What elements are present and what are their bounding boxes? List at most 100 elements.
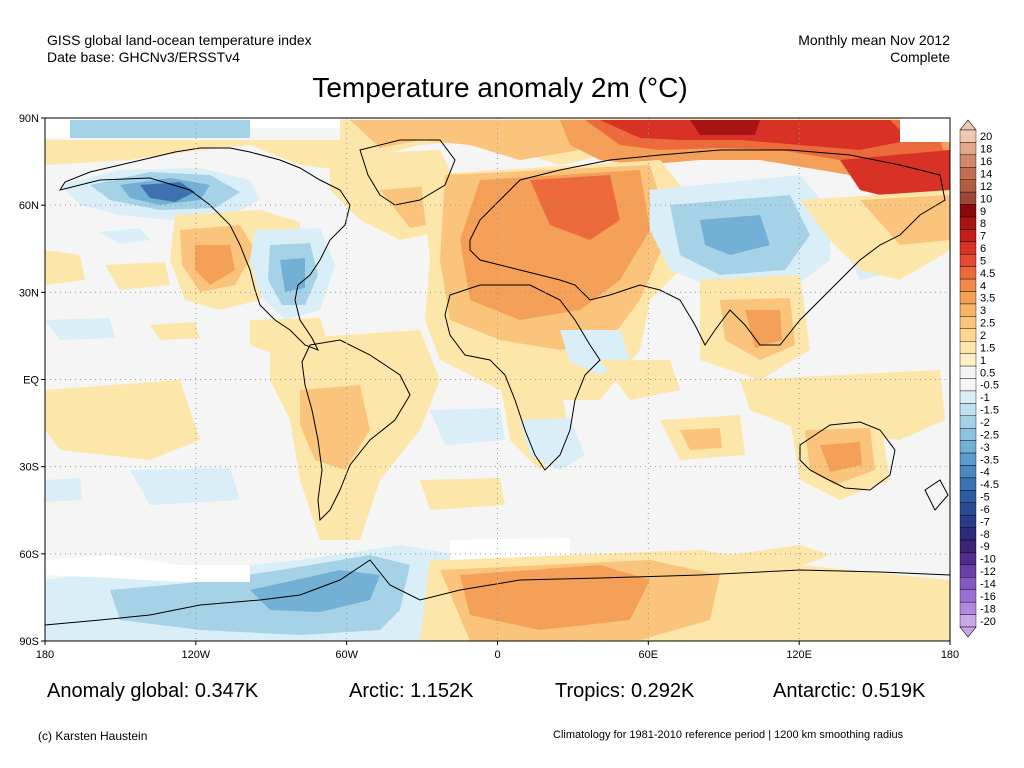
anomaly-patch bbox=[840, 150, 950, 205]
colorbar-label: 8 bbox=[980, 218, 986, 230]
colorbar-segment bbox=[959, 241, 977, 255]
lon-tick-label: 180 bbox=[941, 649, 959, 661]
colorbar-label: -4.5 bbox=[980, 479, 999, 491]
colorbar-segment bbox=[959, 154, 977, 168]
colorbar-segment bbox=[959, 266, 977, 280]
colorbar-segment bbox=[959, 514, 977, 528]
colorbar-segment bbox=[959, 527, 977, 541]
period-info: Monthly mean Nov 2012 Complete bbox=[798, 32, 950, 66]
anomaly-patch bbox=[860, 195, 950, 245]
period-label: Monthly mean Nov 2012 bbox=[798, 32, 950, 48]
colorbar-segment bbox=[959, 328, 977, 342]
climatology-note: Climatology for 1981-2010 reference peri… bbox=[553, 729, 904, 741]
colorbar-segment bbox=[959, 316, 977, 330]
colorbar-label: 4 bbox=[980, 280, 986, 292]
anomaly-patch bbox=[745, 310, 782, 348]
colorbar-label: -18 bbox=[980, 603, 996, 615]
colorbar-segment bbox=[959, 291, 977, 305]
anomaly-patch bbox=[300, 385, 370, 470]
map-title: Temperature anomaly 2m (°C) bbox=[312, 72, 688, 103]
latitude-axis: 90N 60N 30N EQ 30S 60S 90S bbox=[19, 113, 45, 648]
dataset-name: GISS global land-ocean temperature index bbox=[47, 32, 312, 48]
anomaly-patch bbox=[450, 538, 570, 560]
credit: (c) Karsten Haustein bbox=[38, 729, 148, 743]
anomaly-patch bbox=[900, 118, 950, 142]
coastline-australia bbox=[799, 421, 896, 491]
database-name: Date base: GHCNv3/ERSSTv4 bbox=[47, 49, 240, 65]
anomaly-patch bbox=[280, 258, 305, 292]
lon-tick-label: 60E bbox=[639, 649, 659, 661]
colorbar-segment bbox=[959, 303, 977, 317]
longitude-axis: 180 120W 60W 0 60E 120E 180 bbox=[36, 641, 959, 661]
anomaly-patch bbox=[45, 555, 250, 582]
coastline-new-zealand bbox=[924, 479, 949, 511]
anomaly-patch bbox=[45, 478, 82, 502]
stat-arctic: Arctic: 1.152K bbox=[349, 680, 474, 702]
anomaly-patch bbox=[430, 408, 505, 445]
colorbar-segment bbox=[959, 465, 977, 479]
anomaly-patch bbox=[460, 565, 650, 630]
anomaly-patch bbox=[150, 322, 200, 340]
lat-tick-label: EQ bbox=[23, 375, 39, 387]
coastline-africa bbox=[444, 284, 601, 471]
anomaly-patch bbox=[820, 442, 862, 472]
anomaly-patch bbox=[250, 570, 380, 612]
colorbar-segment bbox=[959, 601, 977, 615]
anomaly-patch bbox=[730, 545, 830, 570]
colorbar-segment bbox=[959, 179, 977, 193]
colorbar-segment bbox=[959, 353, 977, 367]
colorbar-segment bbox=[959, 216, 977, 230]
colorbar-segment bbox=[959, 341, 977, 354]
colorbar-segment bbox=[959, 167, 977, 180]
colorbar-bottom-arrow bbox=[959, 626, 977, 638]
anomaly-patch bbox=[45, 380, 200, 460]
lon-tick-label: 0 bbox=[494, 649, 500, 661]
colorbar-label: -3 bbox=[980, 442, 990, 454]
anomaly-patch bbox=[105, 262, 170, 290]
colorbar-label: -3.5 bbox=[980, 454, 999, 466]
anomaly-patch bbox=[100, 228, 150, 244]
lat-tick-label: 30S bbox=[19, 462, 39, 474]
colorbar-segment bbox=[959, 204, 977, 218]
graticule bbox=[45, 118, 950, 641]
colorbar-segment bbox=[959, 614, 977, 628]
colorbar-segment bbox=[959, 490, 977, 503]
anomaly-patch bbox=[130, 468, 240, 505]
colorbar-label: 5 bbox=[980, 255, 986, 267]
coastline-antarctica bbox=[45, 559, 950, 626]
colorbar-label: -2.5 bbox=[980, 429, 999, 441]
anomaly-patch bbox=[690, 120, 760, 135]
coastline-south-america bbox=[301, 339, 411, 522]
colorbar-segment bbox=[959, 452, 977, 466]
colorbar-label: 7 bbox=[980, 231, 986, 243]
colorbar-label: -0.5 bbox=[980, 380, 999, 392]
colorbar-label: 1 bbox=[980, 355, 986, 367]
colorbar: 201816141210987654.543.532.521.510.5-0.5… bbox=[959, 119, 999, 638]
anomaly-patch bbox=[70, 120, 250, 138]
coastline-greenland bbox=[359, 139, 456, 206]
anomaly-patch bbox=[45, 318, 115, 340]
colorbar-segment bbox=[959, 378, 977, 392]
lat-tick-label: 60N bbox=[19, 200, 39, 212]
colorbar-segment bbox=[959, 428, 977, 441]
colorbar-segment bbox=[959, 477, 977, 491]
completeness-label: Complete bbox=[890, 49, 950, 65]
colorbar-label: -20 bbox=[980, 616, 996, 628]
lon-tick-label: 120W bbox=[181, 649, 210, 661]
colorbar-label: 12 bbox=[980, 181, 992, 193]
colorbar-segment bbox=[959, 589, 977, 603]
colorbar-segment bbox=[959, 142, 977, 156]
colorbar-label: 14 bbox=[980, 168, 992, 180]
colorbar-label: -14 bbox=[980, 579, 996, 591]
colorbar-segment bbox=[959, 254, 977, 267]
colorbar-segment bbox=[959, 129, 977, 143]
colorbar-label: -4 bbox=[980, 467, 990, 479]
stat-antarctic: Antarctic: 0.519K bbox=[773, 680, 926, 702]
colorbar-label: 1.5 bbox=[980, 342, 995, 354]
stat-global: Anomaly global: 0.347K bbox=[47, 680, 259, 702]
colorbar-segment bbox=[959, 502, 977, 516]
colorbar-label: 16 bbox=[980, 156, 992, 168]
lat-tick-label: 90N bbox=[19, 113, 39, 125]
anomaly-patch bbox=[45, 250, 85, 285]
colorbar-segment bbox=[959, 191, 977, 205]
